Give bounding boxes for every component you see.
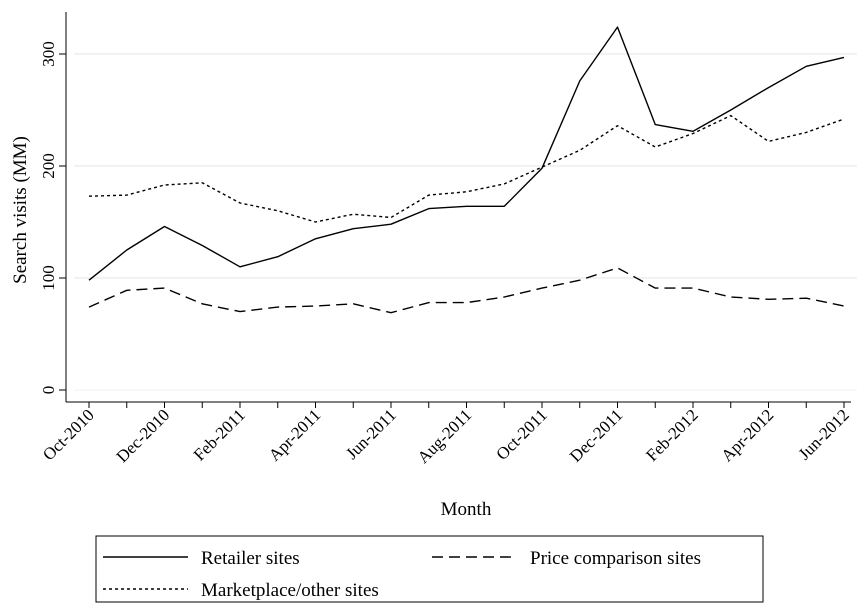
x-tick-label: Dec-2010 <box>112 405 173 466</box>
series-line-retailer-sites <box>88 26 845 281</box>
y-tick-label: 300 <box>39 41 58 67</box>
x-tick-label: Aug-2011 <box>414 405 476 467</box>
series-line-marketplace-other-sites <box>88 114 845 223</box>
legend-label-price-comparison: Price comparison sites <box>530 548 701 569</box>
x-tick-label: Feb-2011 <box>190 405 249 464</box>
x-tick-label: Jun-2012 <box>795 405 853 463</box>
axes <box>59 12 851 408</box>
grid-lines <box>74 53 857 391</box>
y-tick-label: 0 <box>39 386 58 395</box>
x-tick-label: Dec-2011 <box>566 405 626 465</box>
y-axis-title: Search visits (MM) <box>10 136 31 284</box>
legend: Retailer sites Price comparison sites Ma… <box>95 535 764 603</box>
legend-label-retailer: Retailer sites <box>201 548 300 569</box>
y-tick-label: 200 <box>39 153 58 179</box>
x-tick-label: Apr-2012 <box>717 405 777 465</box>
x-tick-label: Feb-2012 <box>642 405 702 465</box>
y-tick-label: 100 <box>39 265 58 291</box>
x-tick-label: Jun-2011 <box>342 405 400 463</box>
x-axis-title: Month <box>441 499 492 520</box>
series-line-price-comparison-sites <box>88 267 845 314</box>
legend-box <box>95 535 764 603</box>
x-tick-label: Oct-2011 <box>492 405 550 463</box>
series-lines <box>88 26 845 314</box>
legend-label-marketplace: Marketplace/other sites <box>201 580 379 601</box>
x-tick-label: Oct-2010 <box>39 405 98 464</box>
x-tick-label: Apr-2011 <box>265 405 324 464</box>
